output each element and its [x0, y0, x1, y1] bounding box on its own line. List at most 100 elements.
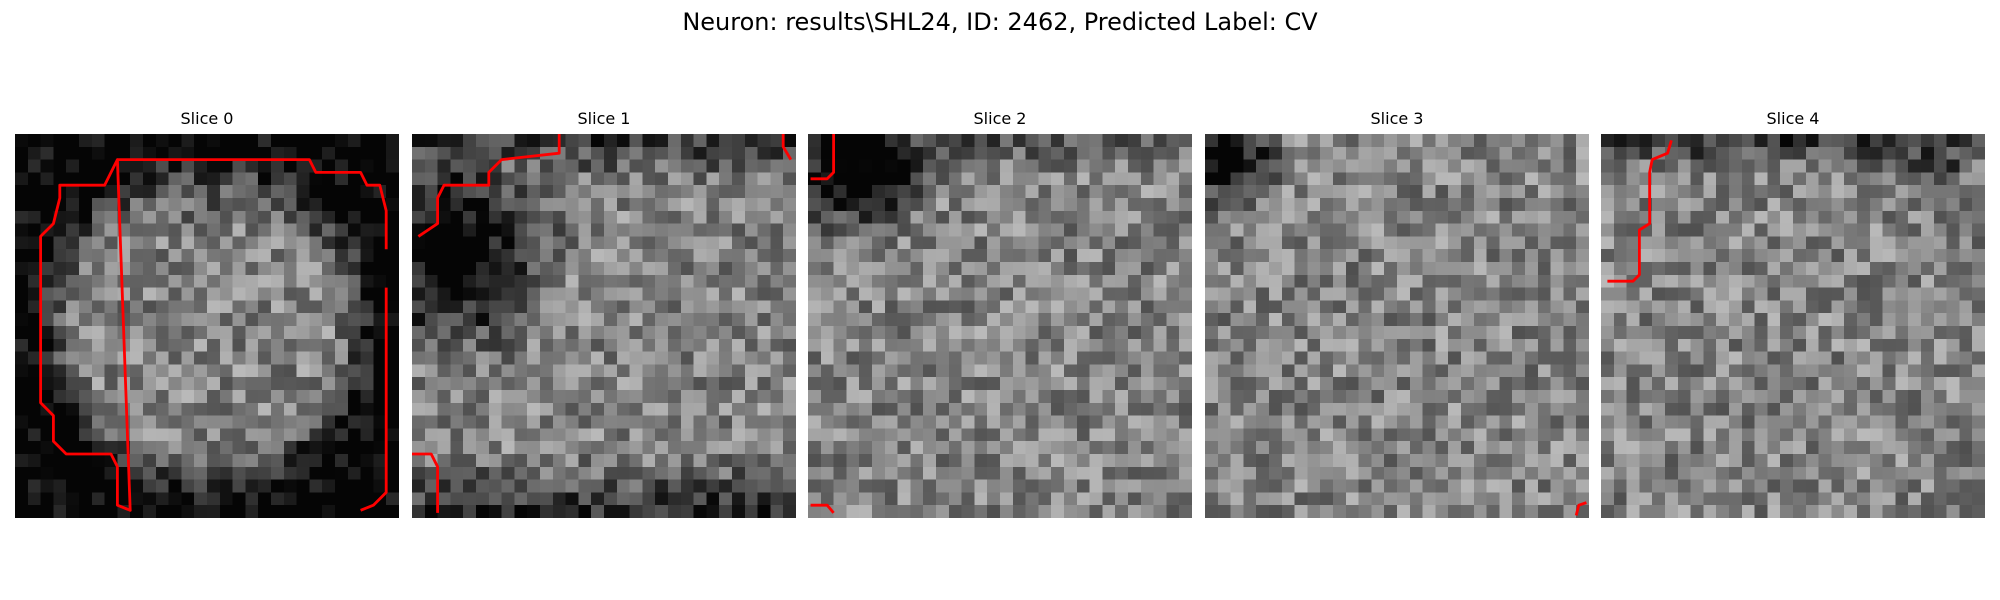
pixel: [79, 390, 93, 404]
pixel: [1601, 326, 1615, 340]
pixel: [757, 402, 771, 416]
pixel: [258, 364, 272, 378]
pixel: [591, 262, 605, 276]
pixel: [1754, 249, 1768, 263]
pixel: [476, 262, 490, 276]
pixel: [1307, 338, 1321, 352]
pixel: [1499, 326, 1513, 340]
pixel: [424, 134, 438, 148]
pixel: [552, 172, 566, 186]
pixel: [974, 262, 988, 276]
pixel: [1626, 338, 1640, 352]
pixel: [1576, 479, 1589, 493]
pixel: [1959, 351, 1973, 365]
pixel: [1818, 249, 1832, 263]
pixel: [1767, 185, 1781, 199]
pixel: [680, 185, 694, 199]
pixel: [884, 441, 898, 455]
pixel: [1512, 210, 1526, 224]
pixel: [987, 159, 1001, 173]
pixel: [463, 134, 477, 148]
pixel: [15, 146, 29, 160]
pixel: [1064, 210, 1078, 224]
pixel: [1665, 262, 1679, 276]
pixel: [1818, 505, 1832, 518]
pixel: [1972, 338, 1985, 352]
pixel: [1409, 466, 1423, 480]
pixel: [424, 198, 438, 212]
pixel: [130, 441, 144, 455]
pixel: [1153, 249, 1167, 263]
pixel: [1294, 236, 1308, 250]
pixel: [1882, 223, 1896, 237]
pixel: [1089, 274, 1103, 288]
pixel: [104, 236, 118, 250]
pixel: [1128, 351, 1142, 365]
pixel: [552, 454, 566, 468]
pixel: [1166, 223, 1180, 237]
pixel: [1064, 390, 1078, 404]
pixel: [1012, 236, 1026, 250]
pixel: [207, 262, 221, 276]
pixel: [578, 198, 592, 212]
pixel: [15, 351, 29, 365]
pixel: [245, 466, 259, 480]
pixel: [1626, 185, 1640, 199]
pixel: [130, 390, 144, 404]
pixel: [616, 326, 630, 340]
pixel: [53, 402, 67, 416]
pixel: [1461, 287, 1475, 301]
pixel: [424, 326, 438, 340]
pixel: [1805, 287, 1819, 301]
pixel: [335, 262, 349, 276]
pixel: [1435, 428, 1449, 442]
pixel: [245, 185, 259, 199]
pixel: [104, 134, 118, 148]
pixel: [565, 454, 579, 468]
pixel: [168, 326, 182, 340]
pixel: [1025, 185, 1039, 199]
pixel: [91, 223, 105, 237]
pixel: [360, 326, 374, 340]
pixel: [1153, 223, 1167, 237]
pixel: [1320, 159, 1334, 173]
pixel: [1908, 364, 1922, 378]
pixel: [1012, 454, 1026, 468]
pixel: [322, 172, 336, 186]
pixel: [961, 159, 975, 173]
pixel: [91, 300, 105, 314]
pixel: [1230, 454, 1244, 468]
pixel: [1102, 172, 1116, 186]
pixel: [463, 185, 477, 199]
pixel: [1000, 146, 1014, 160]
pixel: [1269, 428, 1283, 442]
pixel: [463, 313, 477, 327]
pixel: [706, 185, 720, 199]
pixel: [1166, 428, 1180, 442]
pixel: [1895, 274, 1909, 288]
pixel: [1000, 390, 1014, 404]
pixel: [1512, 441, 1526, 455]
pixel: [693, 287, 707, 301]
pixel: [1946, 441, 1960, 455]
pixel: [1601, 159, 1615, 173]
pixel: [1166, 390, 1180, 404]
pixel: [1269, 236, 1283, 250]
pixel: [1409, 134, 1423, 148]
pixel: [1217, 377, 1231, 391]
pixel: [1563, 505, 1577, 518]
pixel: [987, 441, 1001, 455]
pixel: [552, 223, 566, 237]
pixel: [424, 159, 438, 173]
pixel: [1115, 466, 1129, 480]
pixel: [642, 249, 656, 263]
pixel: [1243, 134, 1257, 148]
pixel: [1397, 466, 1411, 480]
pixel: [1320, 287, 1334, 301]
pixel: [424, 300, 438, 314]
pixel: [450, 390, 464, 404]
pixel: [309, 377, 323, 391]
pixel: [1140, 287, 1154, 301]
pixel: [1895, 236, 1909, 250]
pixel: [693, 492, 707, 506]
